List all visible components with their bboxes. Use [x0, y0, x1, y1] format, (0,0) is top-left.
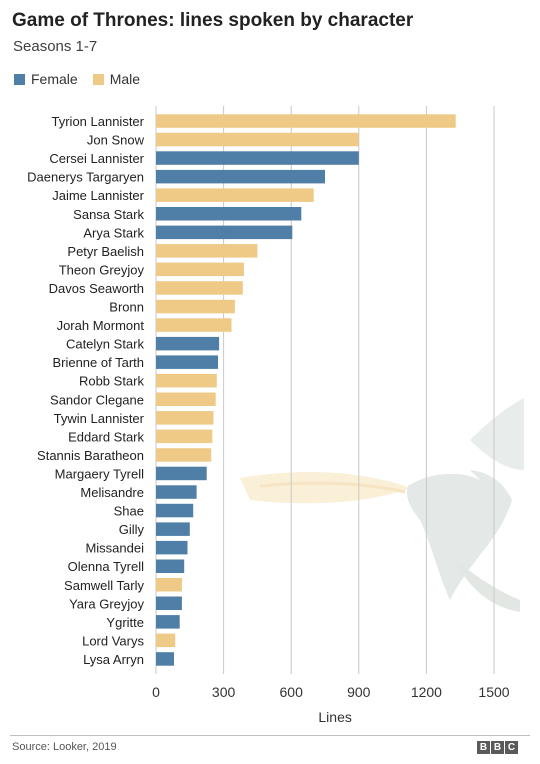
legend-swatch-male [92, 73, 104, 85]
bbc-logo-letter: B [477, 741, 490, 754]
category-label: Margaery Tyrell [55, 466, 144, 481]
bar [156, 392, 216, 406]
category-label: Ygritte [106, 615, 144, 630]
category-label: Lysa Arryn [83, 652, 144, 667]
bbc-logo: B B C [477, 741, 518, 754]
category-label: Stannis Baratheon [37, 448, 144, 463]
bar [156, 318, 232, 332]
category-label: Olenna Tyrell [68, 559, 144, 574]
bar [156, 188, 314, 202]
bar [156, 466, 207, 481]
bar [156, 355, 218, 369]
category-label: Jaime Lannister [52, 188, 144, 203]
bar [156, 336, 220, 351]
bar [156, 281, 243, 295]
category-label: Daenerys Targaryen [27, 170, 144, 185]
legend-item-male: Male [92, 71, 141, 87]
chart-title: Game of Thrones: lines spoken by charact… [12, 10, 414, 31]
category-label: Petyr Baelish [67, 244, 144, 259]
chart-subtitle: Seasons 1-7 [13, 38, 98, 55]
x-tick-label: 1200 [411, 684, 442, 700]
category-label: Catelyn Stark [66, 337, 145, 352]
category-label: Melisandre [80, 485, 144, 500]
bbc-logo-letter: B [491, 741, 504, 754]
bar [156, 132, 359, 147]
category-label: Yara Greyjoy [69, 596, 144, 611]
bar [156, 207, 302, 221]
x-tick-label: 300 [212, 684, 236, 700]
category-label: Eddard Stark [68, 429, 144, 444]
bar [156, 299, 235, 314]
category-label: Samwell Tarly [64, 578, 144, 593]
category-label: Robb Stark [79, 374, 145, 389]
category-label: Brienne of Tarth [52, 355, 144, 370]
footer-divider [10, 735, 530, 736]
category-label: Lord Varys [82, 633, 144, 648]
dragon-illustration [240, 398, 524, 612]
category-label: Davos Seaworth [49, 281, 144, 296]
category-label: Gilly [119, 522, 145, 537]
legend-label-female: Female [31, 71, 78, 87]
bar [156, 411, 214, 425]
category-label: Jon Snow [87, 133, 145, 148]
bar [156, 522, 190, 536]
x-tick-label: 600 [280, 684, 304, 700]
bar [156, 429, 213, 444]
category-label: Jorah Mormont [57, 318, 145, 333]
legend: Female Male [14, 71, 155, 87]
category-label: Tywin Lannister [54, 411, 145, 426]
bar [156, 225, 293, 240]
category-label: Bronn [109, 300, 144, 315]
bar [156, 615, 180, 629]
bar [156, 262, 244, 277]
bar [156, 448, 212, 462]
x-tick-label: 0 [152, 684, 160, 700]
category-label: Theon Greyjoy [59, 262, 145, 277]
category-label: Cersei Lannister [49, 151, 144, 166]
bar [156, 244, 258, 258]
source-note: Source: Looker, 2019 [12, 741, 117, 753]
legend-item-female: Female [14, 71, 78, 87]
bar [156, 151, 359, 165]
legend-label-male: Male [109, 71, 141, 87]
category-label: Arya Stark [83, 225, 144, 240]
bar [156, 540, 188, 555]
bar [156, 578, 182, 592]
category-label: Sandor Clegane [50, 392, 144, 407]
bar [156, 559, 185, 573]
x-tick-label: 1500 [478, 684, 509, 700]
x-tick-label: 900 [347, 684, 371, 700]
bar [156, 652, 174, 666]
bar [156, 373, 217, 388]
bbc-logo-letter: C [505, 741, 518, 754]
category-label: Missandei [85, 541, 144, 556]
bar [156, 596, 182, 610]
x-axis-label: Lines [318, 709, 351, 725]
bar [156, 485, 197, 499]
category-label: Sansa Stark [73, 207, 144, 222]
category-label: Tyrion Lannister [52, 114, 145, 129]
bar [156, 633, 176, 648]
bar [156, 503, 194, 518]
legend-swatch-female [14, 73, 25, 85]
bar [156, 169, 325, 184]
bar [156, 114, 456, 128]
category-label: Shae [114, 504, 144, 519]
